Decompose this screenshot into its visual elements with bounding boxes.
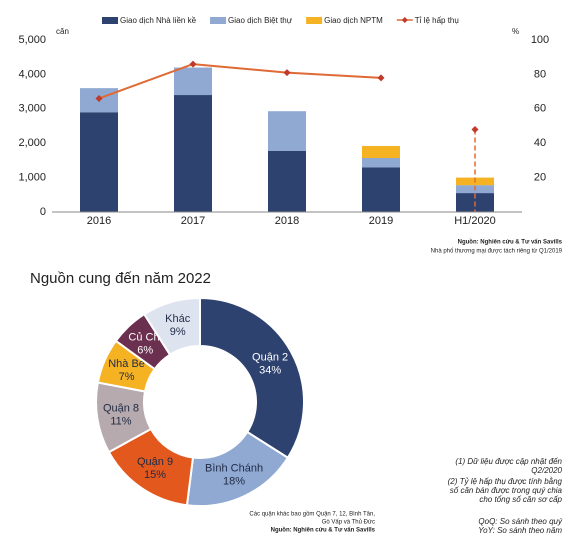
footnote: (1) Dữ liệu được cập nhật đến (455, 457, 562, 466)
slice-value-label: 34% (259, 364, 281, 376)
slice-label: Quận 2 (252, 351, 288, 363)
legend-label: Giao dịch Nhà liền kề (120, 16, 197, 25)
footnote: Q2/2020 (531, 466, 562, 475)
slice-label: Củ Chi (128, 332, 162, 344)
y-tick-label: 2,000 (18, 137, 46, 149)
line-marker (189, 60, 197, 68)
source-note: Nguồn: Nghiên cứu & Tư vấn Savills (271, 527, 376, 534)
x-tick-label: 2017 (181, 215, 205, 227)
bar-segment (362, 157, 400, 168)
legend-swatch (401, 17, 408, 23)
y-axis-label: căn (56, 27, 69, 36)
line-marker (283, 69, 291, 77)
footnote: số căn bán được trong quý chia (450, 486, 563, 495)
pie-slice (142, 296, 201, 357)
y2-tick-label: 60 (534, 103, 546, 115)
footnote: QoQ: So sánh theo quý (478, 517, 563, 526)
y-tick-label: 5,000 (18, 34, 46, 46)
line-marker (377, 74, 385, 82)
y-tick-label: 0 (40, 206, 46, 218)
footnote: cho tổng số căn sơ cấp (479, 495, 562, 504)
legend-swatch (210, 17, 227, 24)
line-marker (471, 125, 479, 133)
bar-segment (80, 112, 118, 212)
slice-label: Quận 9 (137, 456, 173, 468)
pie-slice (199, 296, 305, 460)
slice-value-label: 15% (144, 469, 166, 481)
legend-label: Giao dịch NPTM (324, 16, 383, 25)
slice-value-label: 7% (119, 371, 135, 383)
legend-swatch (306, 17, 323, 24)
pie-title: Nguồn cung đến năm 2022 (30, 270, 211, 287)
y-tick-label: 3,000 (18, 103, 46, 115)
x-tick-label: 2019 (369, 215, 393, 227)
y2-tick-label: 40 (534, 137, 546, 149)
source-note: Gò Vấp và Thủ Đức (322, 519, 375, 526)
y2-tick-label: 100 (531, 34, 549, 46)
source-note: Nhà phố thương mại được tách riêng từ Q1… (431, 249, 563, 255)
line-segment (192, 63, 288, 74)
source-note: Nguồn: Nghiên cứu & Tư vấn Savills (458, 239, 563, 246)
slice-value-label: 11% (110, 415, 131, 427)
slice-label: Quận 8 (103, 402, 139, 414)
legend-swatch (102, 17, 118, 24)
legend-label: Giao dịch Biệt thự (228, 16, 293, 25)
source-note: Các quận khác bao gồm Quận 7, 12, Bình T… (249, 512, 375, 518)
y-tick-label: 1,000 (18, 172, 46, 184)
slice-value-label: 9% (170, 326, 186, 338)
x-tick-label: 2016 (87, 215, 111, 227)
legend-label: Tỉ lệ hấp thụ (415, 16, 459, 25)
bar-segment (268, 111, 306, 151)
slice-label: Bình Chánh (205, 462, 263, 474)
x-tick-label: H1/2020 (454, 215, 496, 227)
footnote: (2) Tỷ lệ hấp thụ được tính bằng (448, 477, 563, 486)
slice-label: Khác (165, 313, 191, 325)
bar-segment (362, 167, 400, 212)
footnote: YoY: So sánh theo năm (478, 526, 562, 535)
line-segment (98, 63, 194, 100)
bar-segment (362, 145, 400, 158)
bar-segment (268, 150, 306, 212)
y2-tick-label: 80 (534, 68, 546, 80)
y-tick-label: 4,000 (18, 68, 46, 80)
x-tick-label: 2018 (275, 215, 299, 227)
y2-tick-label: 20 (534, 172, 546, 184)
line-segment (286, 71, 382, 79)
slice-label: Nhà Bè (108, 358, 145, 370)
line-marker (95, 94, 103, 102)
slice-value-label: 18% (223, 475, 245, 487)
slice-value-label: 6% (137, 345, 153, 357)
y2-axis-label: % (512, 27, 519, 36)
bar-segment (174, 95, 212, 212)
bar-segment (174, 67, 212, 96)
